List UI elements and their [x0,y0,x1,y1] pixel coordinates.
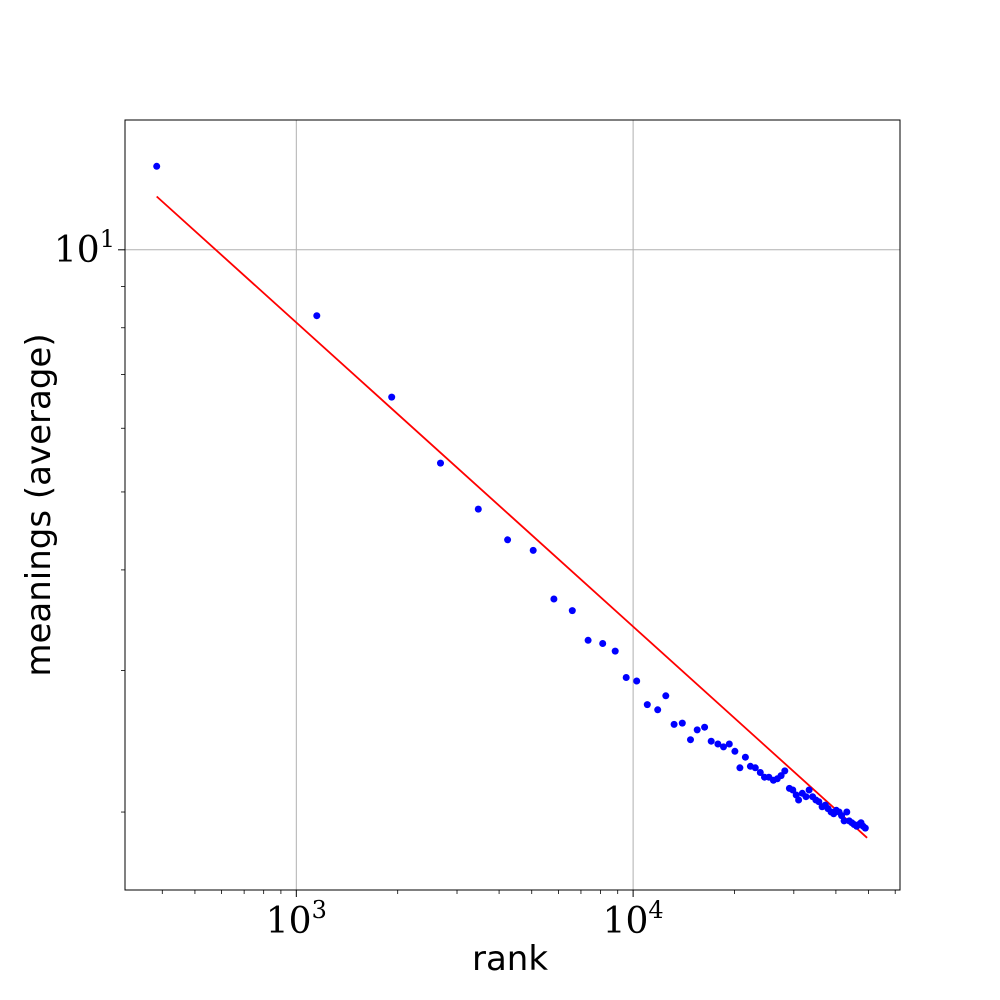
data-point [751,764,759,772]
fit-line-layer [156,195,868,839]
data-point [815,798,823,806]
data-point [313,312,321,320]
data-point [437,459,444,467]
plot-area-frame [124,119,901,891]
data-point [805,786,813,794]
data-point [693,726,701,734]
data-point [550,595,558,603]
data-point [474,505,482,513]
data-point [736,764,744,772]
data-point [678,719,686,727]
data-point [654,706,662,714]
major-ticks [118,249,634,897]
data-point [781,767,789,775]
tick-labels: 103 104 101 [54,225,664,942]
x-tick-label: 103 [266,896,327,942]
data-point [861,824,869,832]
data-point [840,817,848,825]
data-point [701,723,709,731]
data-point [802,793,810,801]
minor-ticks [121,286,896,894]
data-point [843,808,851,816]
data-point [153,162,161,170]
data-point [611,647,619,655]
data-point [789,786,797,794]
x-axis-label: rank [472,939,548,979]
data-point [584,636,592,644]
data-point [687,736,694,744]
data-point [633,677,641,685]
data-point [720,743,727,751]
data-point [599,640,607,647]
fit-line [156,195,868,839]
x-tick-label: 104 [603,896,664,942]
data-point [670,720,678,728]
data-point [504,536,512,544]
data-point [662,692,670,700]
data-point [714,740,722,748]
data-point [741,753,749,761]
data-point [529,546,537,554]
data-point [707,737,715,745]
data-point [777,772,785,780]
data-point [838,812,846,820]
data-points [153,162,869,832]
data-point [643,701,651,709]
data-point [731,747,739,755]
data-point [622,674,630,681]
y-axis-label: meanings (average) [19,333,59,676]
data-point [388,393,396,401]
data-point [725,740,733,748]
grid-lines [125,120,900,890]
data-point [756,769,764,776]
data-point [568,607,576,615]
y-tick-label: 101 [54,225,115,271]
data-point [795,796,803,804]
